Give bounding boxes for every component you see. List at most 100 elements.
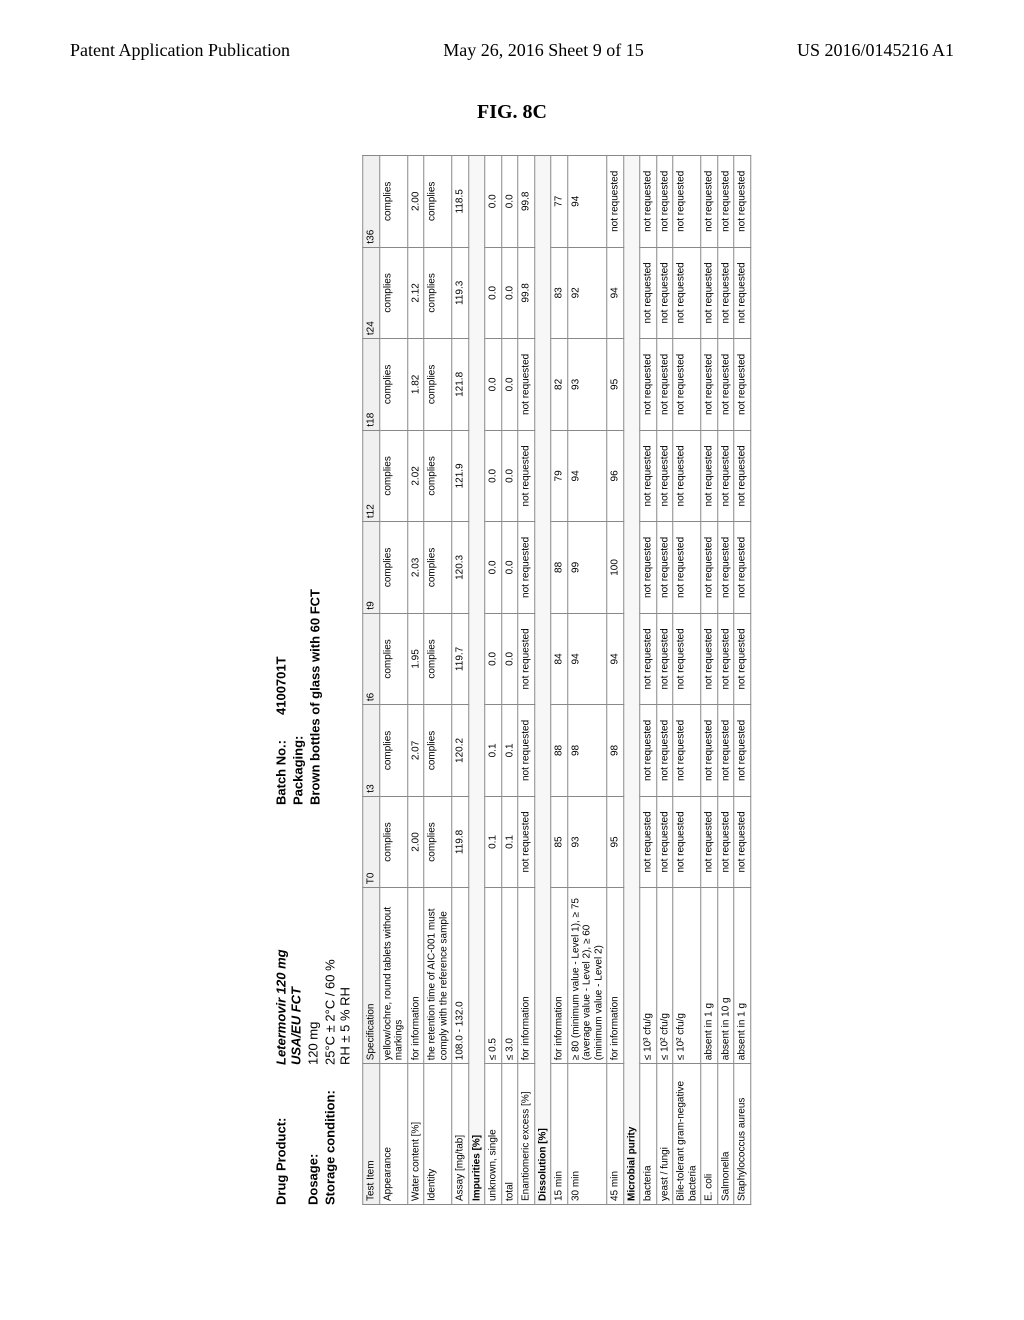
cell-value: 119.7 [452, 613, 469, 705]
cell-value: not requested [518, 522, 535, 614]
cell-test-item: 30 min [567, 1064, 607, 1205]
cell-value: 1.95 [407, 613, 424, 705]
cell-value: 121.9 [452, 430, 469, 522]
cell-value: not requested [701, 705, 718, 797]
cell-value: not requested [640, 430, 657, 522]
cell-value: not requested [656, 430, 673, 522]
cell-value: 0.0 [485, 522, 502, 614]
cell-specification: yellow/ochre, round tablets without mark… [379, 888, 407, 1064]
cell-test-item: Assay [mg/tab] [452, 1064, 469, 1205]
cell-value: not requested [701, 796, 718, 888]
cell-test-item: Identity [424, 1064, 452, 1205]
figure-content: Drug Product: Letermovir 120 mg USA/EU F… [273, 155, 751, 1205]
cell-value: not requested [640, 613, 657, 705]
cell-test-item: 15 min [551, 1064, 568, 1205]
col-t6: t6 [363, 613, 380, 705]
cell-value: complies [424, 430, 452, 522]
cell-value: 119.3 [452, 247, 469, 339]
header-left: Patent Application Publication [70, 40, 290, 61]
cell-value: 0.0 [501, 430, 518, 522]
col-t24: t24 [363, 247, 380, 339]
col-t3: t3 [363, 705, 380, 797]
header-center: May 26, 2016 Sheet 9 of 15 [443, 40, 643, 61]
cell-value: 0.0 [485, 156, 502, 248]
dosage-value: 120 mg [305, 945, 320, 1065]
cell-value: not requested [518, 339, 535, 431]
table-row: E. coliabsent in 1 gnot requestednot req… [701, 156, 718, 1205]
cell-value: 0.0 [485, 613, 502, 705]
cell-specification: ≤ 10³ cfu/g [640, 888, 657, 1064]
cell-value: 83 [551, 247, 568, 339]
meta-block: Drug Product: Letermovir 120 mg USA/EU F… [273, 155, 354, 1205]
cell-test-item: total [501, 1064, 518, 1205]
cell-value: complies [379, 247, 407, 339]
cell-specification: ≥ 80 (minimum value - Level 1), ≥ 75 (av… [567, 888, 607, 1064]
cell-value: not requested [656, 796, 673, 888]
col-t12: t12 [363, 430, 380, 522]
cell-value: not requested [717, 339, 734, 431]
packaging-value: Brown bottles of glass with 60 FCT [307, 589, 322, 805]
cell-value: not requested [734, 613, 751, 705]
cell-value: not requested [518, 430, 535, 522]
page-header: Patent Application Publication May 26, 2… [0, 0, 1024, 71]
cell-value: not requested [734, 430, 751, 522]
cell-value: 0.0 [501, 522, 518, 614]
cell-value: 2.07 [407, 705, 424, 797]
section-header: Impurities [%] [468, 156, 485, 1205]
cell-test-item: Appearance [379, 1064, 407, 1205]
cell-value: not requested [673, 705, 701, 797]
cell-value: 82 [551, 339, 568, 431]
col-t36: t36 [363, 156, 380, 248]
cell-value: 0.0 [501, 247, 518, 339]
table-row: bacteria≤ 10³ cfu/gnot requestednot requ… [640, 156, 657, 1205]
cell-value: not requested [656, 705, 673, 797]
cell-value: 121.8 [452, 339, 469, 431]
section-header: Microbial purity [623, 156, 640, 1205]
cell-value: 94 [567, 156, 607, 248]
cell-value: not requested [518, 613, 535, 705]
cell-specification: absent in 1 g [734, 888, 751, 1064]
cell-value: 0.1 [501, 705, 518, 797]
cell-value: 93 [567, 339, 607, 431]
cell-value: complies [424, 522, 452, 614]
cell-value: not requested [701, 339, 718, 431]
cell-specification: absent in 10 g [717, 888, 734, 1064]
cell-specification: ≤ 10² cfu/g [673, 888, 701, 1064]
cell-value: 0.0 [485, 430, 502, 522]
cell-value: complies [379, 156, 407, 248]
cell-value: 2.12 [407, 247, 424, 339]
header-right: US 2016/0145216 A1 [797, 40, 954, 61]
cell-value: not requested [717, 705, 734, 797]
cell-specification: for information [607, 888, 624, 1064]
col-t18: t18 [363, 339, 380, 431]
cell-value: 92 [567, 247, 607, 339]
cell-value: not requested [701, 613, 718, 705]
table-header-row: Test Item Specification T0 t3 t6 t9 t12 … [363, 156, 380, 1205]
cell-specification: 108.0 - 132.0 [452, 888, 469, 1064]
cell-value: not requested [607, 156, 624, 248]
cell-value: 94 [567, 613, 607, 705]
cell-specification: for information [407, 888, 424, 1064]
cell-specification: the retention time of AIC-001 must compl… [424, 888, 452, 1064]
cell-value: not requested [734, 522, 751, 614]
cell-value: not requested [734, 796, 751, 888]
table-row: Dissolution [%] [534, 156, 551, 1205]
table-row: 15 minfor information8588848879828377 [551, 156, 568, 1205]
cell-value: not requested [673, 339, 701, 431]
cell-specification: for information [551, 888, 568, 1064]
storage-label: Storage condition: [322, 1065, 352, 1205]
packaging-label: Packaging: [290, 715, 305, 805]
cell-value: not requested [656, 522, 673, 614]
cell-value: 96 [607, 430, 624, 522]
cell-value: not requested [701, 522, 718, 614]
cell-test-item: yeast / fungi [656, 1064, 673, 1205]
cell-value: 95 [607, 796, 624, 888]
table-row: Enantiomeric excess [%]for informationno… [518, 156, 535, 1205]
table-row: Impurities [%] [468, 156, 485, 1205]
cell-value: not requested [673, 522, 701, 614]
cell-value: not requested [640, 247, 657, 339]
cell-value: complies [424, 613, 452, 705]
cell-value: not requested [701, 247, 718, 339]
cell-value: 88 [551, 522, 568, 614]
cell-value: not requested [673, 430, 701, 522]
